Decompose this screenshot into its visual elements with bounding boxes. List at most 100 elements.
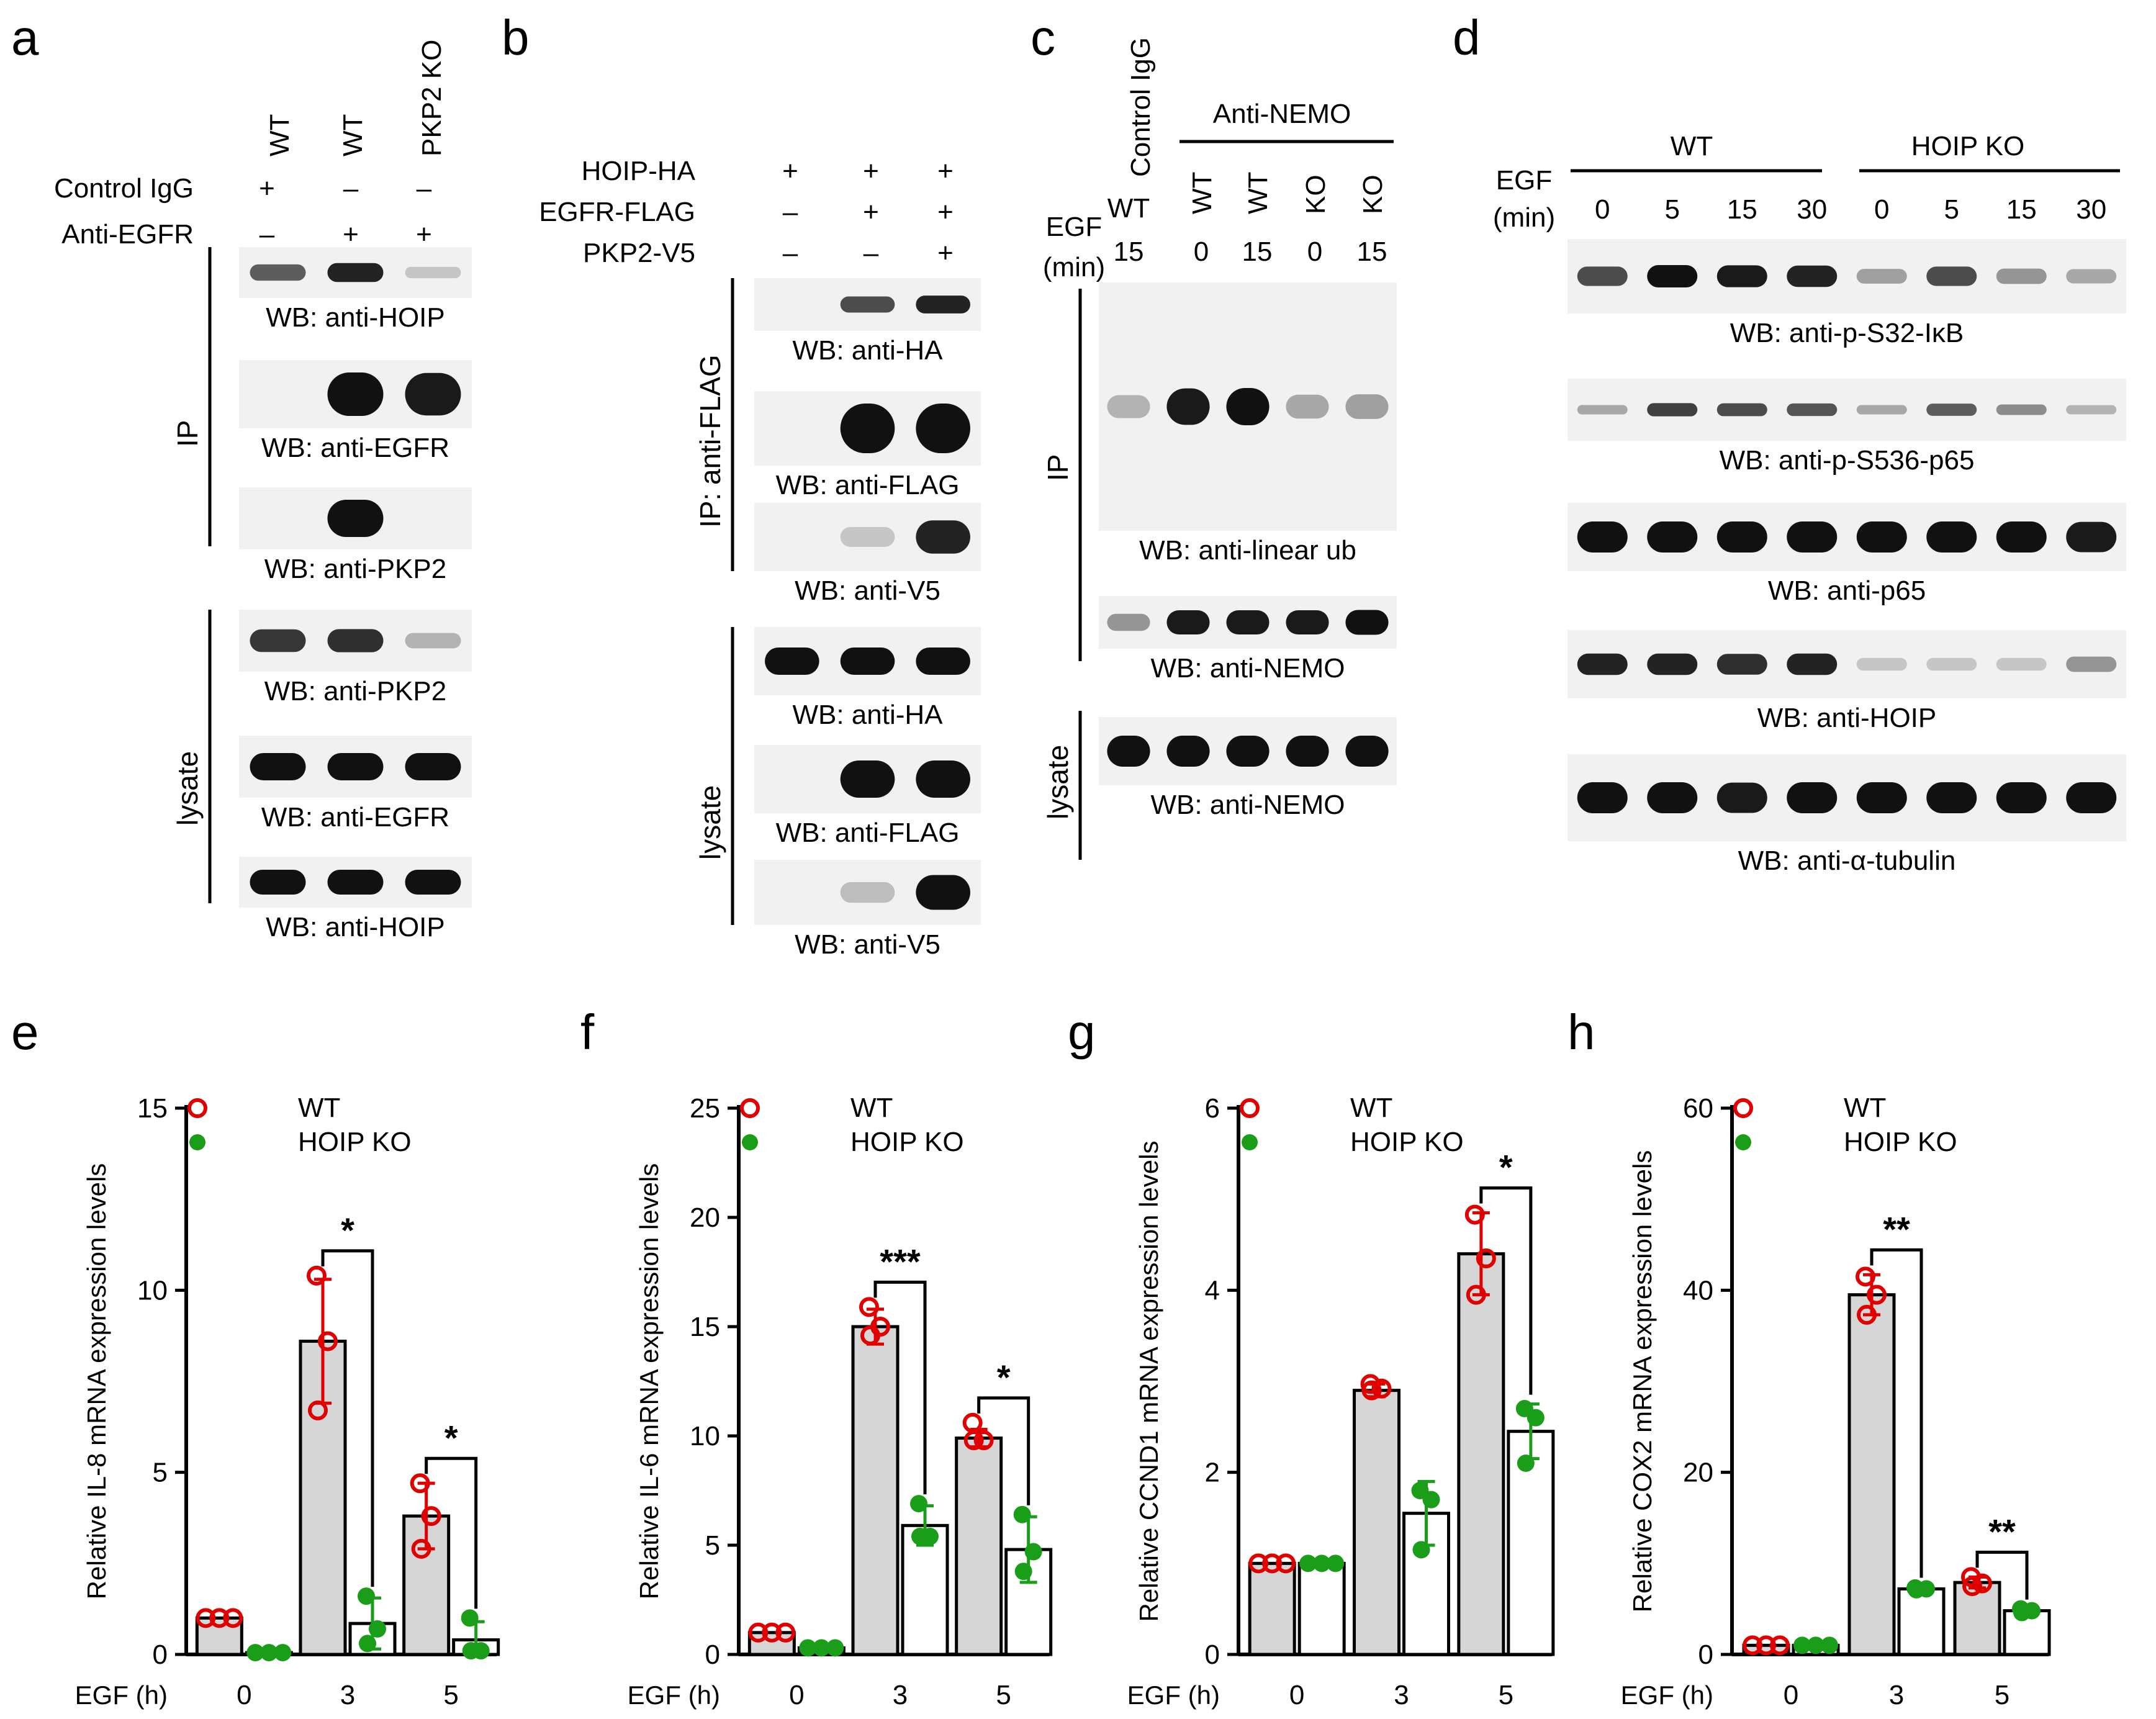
legend-label: WT xyxy=(850,1093,893,1123)
blot-band xyxy=(1787,782,1838,813)
y-axis-label: Relative IL-8 mRNA expression levels xyxy=(82,1163,111,1600)
x-tick-label: 5 xyxy=(996,1680,1011,1710)
data-point-wt xyxy=(1770,1635,1790,1656)
panel-a: WT WT PKP2 KO Control IgG + – – Anti-EGF… xyxy=(54,40,472,942)
condition-mark: + xyxy=(259,173,275,204)
blot-band xyxy=(1647,782,1698,813)
blot-band xyxy=(1647,521,1698,553)
ip-group-label: IP xyxy=(1042,454,1074,481)
data-point-ko xyxy=(1517,1455,1535,1472)
panel-letter-h: h xyxy=(1567,1004,1595,1060)
y-tick-label: 10 xyxy=(137,1275,168,1306)
blot-band xyxy=(1996,521,2047,553)
panel-letter-d: d xyxy=(1453,10,1481,65)
blot-label: WB: anti-HA xyxy=(792,700,943,730)
bar xyxy=(1297,1561,1346,1656)
condition-mark: – xyxy=(343,173,359,204)
panel-d-header: 0 5 15 30 0 5 15 30 xyxy=(1595,194,2106,225)
data-point-wt xyxy=(209,1608,230,1628)
blot-band xyxy=(1996,657,2047,671)
data-point-ko xyxy=(359,1635,376,1653)
legend-marker-wt xyxy=(1733,1098,1753,1118)
x-axis-label: EGF (h) xyxy=(628,1681,720,1710)
legend-marker-ko xyxy=(742,1134,758,1150)
condition-mark: + xyxy=(416,219,432,250)
condition-label: HOIP-HA xyxy=(582,156,696,186)
data-point-ko xyxy=(461,1609,479,1627)
data-point-ko xyxy=(1527,1409,1545,1427)
data-point-wt xyxy=(1962,1576,1982,1596)
blot-band xyxy=(1716,654,1767,675)
blot-band xyxy=(1856,521,1907,553)
x-tick-label: 3 xyxy=(340,1680,355,1710)
blot-stack-c: WB: anti-linear ub WB: anti-NEMO WB: anti-… xyxy=(1099,282,1397,820)
lane-time: 30 xyxy=(2076,194,2106,225)
y-tick-label: 40 xyxy=(1683,1275,1713,1306)
bar xyxy=(299,1339,347,1656)
blot-label: WB: anti-V5 xyxy=(795,929,940,960)
y-axis-label: Relative CCND1 mRNA expression levels xyxy=(1134,1141,1163,1622)
blot-band xyxy=(1226,388,1270,425)
y-tick-label: 15 xyxy=(137,1093,168,1124)
blot-label: WB: anti-EGFR xyxy=(261,433,449,463)
lane-genotype: KO xyxy=(1301,174,1331,214)
chart-panel-e: 0 5 10 15 Relative IL-8 mRNA expression leve… xyxy=(75,1093,500,1710)
y-tick-label: 5 xyxy=(705,1530,720,1561)
data-point-wt xyxy=(307,1265,327,1286)
y-tick-label: 0 xyxy=(1205,1640,1220,1670)
data-point-wt xyxy=(973,1430,994,1451)
blot-band xyxy=(916,404,970,453)
blot-band xyxy=(1577,653,1628,675)
blot-band xyxy=(1787,403,1838,417)
data-point-ko xyxy=(369,1620,386,1638)
blot-band xyxy=(2066,405,2117,415)
bar xyxy=(1248,1561,1296,1656)
blot-band xyxy=(1345,736,1389,767)
significance-bracket xyxy=(1870,1248,1923,1578)
lane-genotype: WT xyxy=(1187,172,1217,214)
blot-stack-a: WB: anti-HOIP WB: anti-EGFR WB: anti-PKP2 W… xyxy=(239,247,472,942)
blot-label: WB: anti-linear ub xyxy=(1139,535,1356,566)
blot-band xyxy=(1107,613,1150,631)
x-axis-label: EGF (h) xyxy=(75,1681,168,1710)
lane-time: 0 xyxy=(1874,194,1889,225)
condition-label: EGFR-FLAG xyxy=(539,197,695,227)
blot-band xyxy=(1716,403,1767,417)
blot-band xyxy=(2066,656,2117,672)
blot-label: WB: anti-FLAG xyxy=(776,818,960,848)
lysate-group-label: lysate xyxy=(1042,745,1074,819)
blot-band xyxy=(765,647,819,675)
legend-label: WT xyxy=(298,1093,340,1123)
panel-letter-b: b xyxy=(502,10,530,65)
x-axis-label: EGF (h) xyxy=(1127,1681,1220,1710)
data-point-ko xyxy=(462,1642,480,1660)
y-tick-label: 0 xyxy=(153,1640,168,1670)
condition-mark: – xyxy=(417,173,432,204)
blot-band xyxy=(1345,394,1389,419)
y-tick-label: 6 xyxy=(1205,1093,1220,1124)
data-point-wt xyxy=(1464,1204,1485,1225)
significance-label: * xyxy=(997,1358,1011,1397)
data-point-wt xyxy=(223,1608,243,1628)
blot-band xyxy=(2066,521,2117,553)
data-point-wt xyxy=(859,1297,879,1317)
legend-label: HOIP KO xyxy=(1844,1127,1957,1157)
blot-band xyxy=(327,753,384,780)
legend-marker-ko xyxy=(1242,1134,1258,1150)
chart-panel-h: 0 20 40 60 Relative COX2 mRNA expression lev… xyxy=(1621,1093,2051,1710)
blot-band xyxy=(1787,653,1838,675)
blot-label: WB: anti-V5 xyxy=(795,575,940,606)
data-point-ko xyxy=(910,1495,927,1513)
blot-band xyxy=(405,372,461,416)
data-point-ko xyxy=(1412,1541,1430,1559)
x-tick-label: 5 xyxy=(443,1680,458,1710)
data-point-wt xyxy=(963,1430,984,1451)
x-tick-label: 0 xyxy=(237,1680,251,1710)
egf-unit-label: (min) xyxy=(1493,202,1555,233)
y-tick-label: 2 xyxy=(1205,1458,1220,1488)
data-point-ko xyxy=(1908,1581,1925,1599)
blot-band xyxy=(1926,782,1977,813)
blot-band xyxy=(405,266,461,279)
egf-unit-label: (min) xyxy=(1043,252,1105,282)
lane-time: 5 xyxy=(1665,194,1680,225)
